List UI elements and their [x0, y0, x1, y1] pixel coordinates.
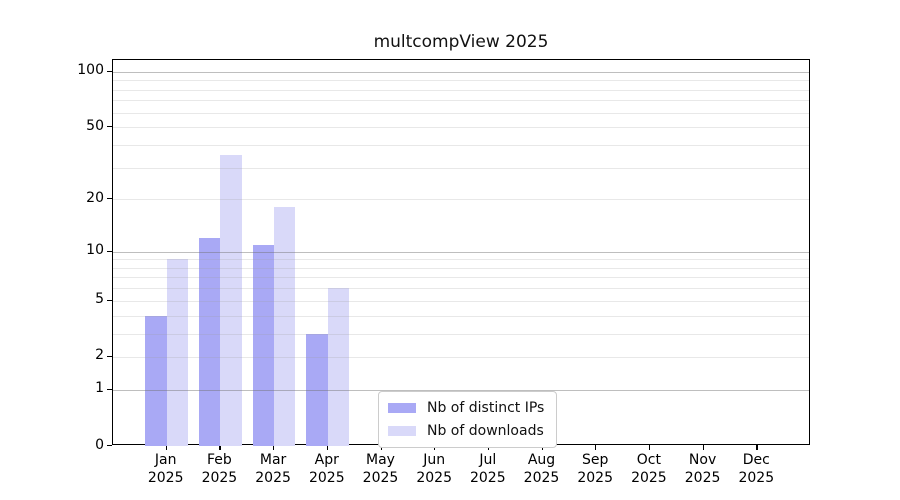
x-tick-label: May 2025	[349, 452, 413, 487]
y-gridline-major	[113, 71, 809, 73]
y-tick-mark	[107, 299, 112, 301]
x-tick-year: 2025	[308, 469, 345, 486]
x-tick-year: 2025	[684, 469, 721, 486]
x-tick-month: Feb	[206, 452, 232, 468]
x-tick-label: Sep 2025	[563, 452, 627, 487]
bar-distinct-ips	[145, 315, 167, 446]
plot-area	[112, 59, 810, 446]
x-tick-label: Feb 2025	[187, 452, 251, 487]
y-gridline-minor	[113, 80, 809, 82]
x-tick-mark	[219, 445, 221, 450]
x-tick-month: Aug	[527, 452, 556, 468]
y-gridline-minor	[113, 356, 809, 358]
x-tick-mark	[273, 445, 275, 450]
x-tick-month: Apr	[314, 452, 339, 468]
y-gridline-minor	[113, 288, 809, 290]
y-gridline-minor	[113, 144, 809, 146]
x-tick-label: Oct 2025	[617, 452, 681, 487]
x-tick-month: Jul	[479, 452, 497, 468]
x-tick-mark	[648, 445, 651, 450]
x-tick-label: Jul 2025	[456, 452, 520, 487]
x-tick-year: 2025	[201, 469, 238, 486]
y-gridline-major	[113, 389, 809, 391]
x-tick-mark	[326, 445, 329, 450]
x-tick-month: Nov	[688, 452, 717, 468]
y-tick-mark	[107, 445, 112, 447]
x-tick-month: Jun	[423, 452, 446, 468]
y-tick-mark	[107, 388, 112, 391]
chart-title: multcompView 2025	[373, 32, 549, 52]
x-tick-label: Jan 2025	[134, 452, 198, 487]
x-tick-label: Nov 2025	[671, 452, 735, 487]
x-tick-month: Oct	[636, 452, 661, 468]
y-gridline-minor	[113, 112, 809, 114]
x-tick-mark	[165, 445, 167, 450]
x-tick-label: Jun 2025	[402, 452, 466, 487]
x-tick-mark	[756, 445, 758, 450]
y-gridline-minor	[113, 100, 809, 102]
legend-swatch-downloads	[388, 426, 416, 436]
y-tick-label: 2	[95, 347, 104, 364]
y-gridline-minor	[113, 199, 809, 201]
x-tick-label: Apr 2025	[295, 452, 359, 487]
y-tick-mark	[107, 70, 112, 72]
y-tick-mark	[107, 355, 112, 358]
x-tick-month: May	[366, 452, 395, 468]
bar-distinct-ips	[252, 244, 275, 446]
y-tick-label: 1	[95, 380, 104, 397]
legend: Nb of distinct IPs Nb of downloads	[378, 391, 558, 448]
bar-downloads	[327, 288, 350, 446]
x-tick-label: Aug 2025	[510, 452, 574, 487]
y-gridline-minor	[113, 333, 809, 335]
x-tick-mark	[595, 445, 597, 450]
y-tick-label: 5	[95, 291, 104, 308]
x-tick-year: 2025	[147, 469, 184, 486]
x-tick-year: 2025	[362, 469, 399, 486]
y-gridline-minor	[113, 300, 809, 302]
x-tick-year: 2025	[255, 469, 291, 486]
x-tick-year: 2025	[416, 469, 452, 486]
y-tick-mark	[107, 198, 112, 200]
x-tick-year: 2025	[523, 469, 560, 486]
x-tick-year: 2025	[738, 469, 775, 486]
y-tick-mark	[107, 126, 112, 128]
x-tick-month: Jan	[154, 452, 177, 468]
legend-label-distinct-ips: Nb of distinct IPs	[427, 400, 545, 416]
bar-distinct-ips	[199, 238, 221, 446]
x-tick-label: Mar 2025	[241, 452, 305, 487]
y-gridline-minor	[113, 267, 809, 269]
x-tick-month: Dec	[742, 452, 770, 468]
y-gridline-minor	[113, 167, 809, 169]
y-tick-label: 100	[77, 62, 104, 79]
y-gridline-minor	[113, 277, 809, 279]
y-tick-label: 50	[86, 117, 104, 134]
y-gridline-minor	[113, 315, 809, 317]
y-gridline-major	[113, 251, 809, 253]
bar-downloads	[220, 155, 242, 446]
legend-row-downloads: Nb of downloads	[388, 421, 544, 441]
legend-label-downloads: Nb of downloads	[427, 423, 544, 439]
x-tick-month: Mar	[259, 452, 287, 468]
bar-distinct-ips	[306, 333, 328, 446]
bar-downloads	[274, 207, 296, 446]
legend-row-distinct-ips: Nb of distinct IPs	[388, 398, 544, 418]
y-gridline-minor	[113, 259, 809, 261]
bar-downloads	[166, 259, 189, 446]
x-tick-label: Dec 2025	[724, 452, 788, 487]
x-tick-year: 2025	[577, 469, 613, 486]
x-tick-mark	[702, 445, 704, 450]
y-tick-label: 10	[86, 242, 104, 258]
y-gridline-minor	[113, 89, 809, 91]
x-tick-year: 2025	[469, 469, 506, 486]
legend-swatch-distinct-ips	[388, 403, 416, 413]
x-tick-month: Sep	[581, 452, 609, 468]
y-gridline-minor	[113, 127, 809, 129]
y-tick-label: 0	[95, 436, 104, 453]
x-tick-year: 2025	[631, 469, 667, 486]
y-tick-mark	[107, 250, 112, 252]
y-tick-label: 20	[86, 189, 104, 206]
